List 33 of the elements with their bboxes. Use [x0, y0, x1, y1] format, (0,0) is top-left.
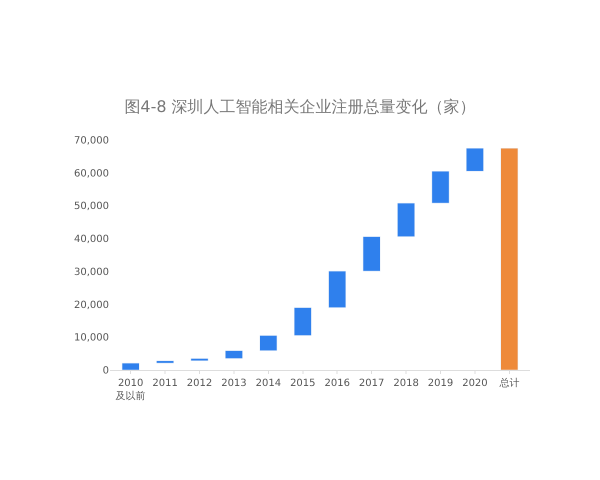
- x-tick-label: 总计: [498, 377, 520, 389]
- bar: [122, 362, 140, 370]
- bar: [500, 148, 518, 370]
- x-tick-label: 2020: [462, 378, 488, 389]
- bar: [432, 170, 450, 204]
- y-tick-label: 30,000: [74, 266, 109, 278]
- y-tick-label: 20,000: [74, 300, 109, 311]
- y-tick-label: 60,000: [74, 168, 109, 180]
- x-tick-label: 2012: [186, 378, 212, 389]
- bar: [260, 335, 278, 351]
- x-tick-label: 2019: [428, 378, 454, 389]
- x-tick-label: 2013: [221, 378, 247, 389]
- chart-title: 图4-8 深圳人工智能相关企业注册总量变化（家）: [124, 97, 476, 116]
- bar: [466, 148, 484, 172]
- y-tick-label: 10,000: [74, 332, 109, 344]
- x-tick-label: 2016: [324, 378, 350, 389]
- y-tick-label: 50,000: [74, 201, 109, 212]
- y-tick-label: 40,000: [74, 234, 109, 246]
- y-tick-label: 0: [102, 366, 109, 376]
- bar: [362, 236, 380, 272]
- x-tick-label: 2014: [256, 378, 282, 389]
- x-tick-label: 2017: [358, 378, 384, 389]
- x-tick-label: 2010 及以前: [116, 378, 146, 402]
- bar: [156, 360, 174, 364]
- bar: [225, 350, 243, 359]
- x-tick-label: 2011: [152, 378, 178, 389]
- bar: [294, 307, 312, 336]
- y-tick-label: 70,000: [74, 136, 109, 146]
- x-tick-label: 2015: [290, 378, 316, 389]
- x-tick-label: 2018: [393, 378, 419, 389]
- bar: [190, 358, 208, 362]
- bar: [397, 202, 415, 237]
- bar: [328, 270, 346, 308]
